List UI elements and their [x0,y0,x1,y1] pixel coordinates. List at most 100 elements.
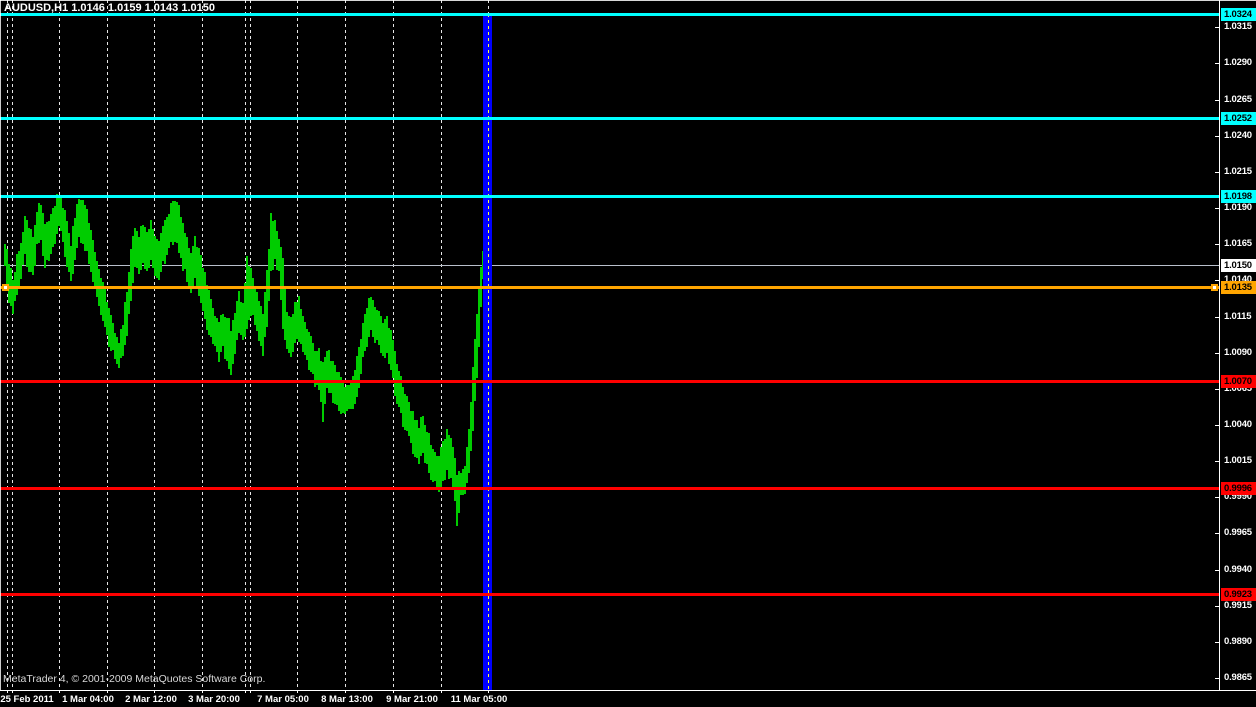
ohlc-bar [76,203,78,248]
ohlc-bar [384,318,386,358]
ohlc-bar [24,216,26,254]
ohlc-bar [130,249,132,301]
ohlc-bar [164,219,166,264]
ohlc-bar [280,246,282,300]
price-tick [1215,280,1219,281]
ohlc-bar [318,348,320,390]
price-line-label: 1.0324 [1221,7,1256,21]
vertical-gridline [12,0,13,690]
ohlc-bar [204,272,206,319]
ohlc-bar [206,285,208,330]
horizontal-level-line[interactable] [0,286,1219,289]
price-tick [1215,533,1219,534]
price-tick-label: 0.9990 [1224,491,1252,502]
ohlc-bar [88,222,90,264]
ohlc-bar [214,316,216,346]
horizontal-level-line[interactable] [0,487,1219,490]
ohlc-bar [456,475,458,526]
ohlc-bar [92,240,94,282]
ohlc-bar [380,315,382,353]
chart-area[interactable]: AUDUSD,H1 1.0146 1.0159 1.0143 1.0150 Me… [0,0,1220,690]
price-tick [1215,425,1219,426]
horizontal-level-line[interactable] [0,12,1219,16]
ohlc-bar [4,244,6,266]
ohlc-bar [376,310,378,340]
ohlc-bar [122,325,124,356]
ohlc-bar [248,265,250,320]
chart-title: AUDUSD,H1 1.0146 1.0159 1.0143 1.0150 [4,2,215,14]
ohlc-bar [446,429,448,470]
ohlc-bar [468,429,470,473]
ohlc-bar [436,456,438,487]
ohlc-bar [282,258,284,329]
time-tick [202,691,203,693]
price-tick [1215,208,1219,209]
ohlc-bar [348,385,350,409]
ohlc-bar [440,447,442,487]
ohlc-bar [66,220,68,267]
price-tick [1215,135,1219,137]
ohlc-bar [48,220,50,261]
ohlc-bar [162,225,164,261]
ohlc-bar [428,432,430,473]
ohlc-bar [326,350,328,388]
price-tick [1215,497,1219,498]
ohlc-bar [46,222,48,260]
ohlc-bar [450,437,452,478]
ohlc-bar [236,300,238,340]
ohlc-bar [394,350,396,396]
time-tick [488,691,489,693]
time-tick [154,691,155,693]
ohlc-bar [460,473,462,495]
line-selection-marker[interactable] [1211,284,1218,291]
ohlc-bar [424,425,426,463]
ohlc-bar [272,221,274,270]
vertical-gridline [441,0,442,690]
ohlc-bar [378,311,380,345]
ohlc-bar [304,321,306,355]
ohlc-bar [432,449,434,482]
ohlc-bar [422,415,424,453]
horizontal-level-line[interactable] [0,592,1219,596]
ohlc-bar [136,231,138,268]
ohlc-bar [438,455,440,492]
ohlc-bar [168,213,170,248]
ohlc-bar [62,207,64,242]
horizontal-level-line[interactable] [0,116,1219,120]
time-axis-label: 9 Mar 21:00 [386,694,438,705]
horizontal-level-line[interactable] [0,194,1219,198]
ohlc-bar [34,224,36,266]
ohlc-bar [74,217,76,260]
price-tick [1215,569,1219,571]
vertical-time-line[interactable] [483,14,492,690]
chart-left-border [0,0,1,690]
ohlc-bar [274,219,276,259]
price-axis[interactable]: 1.0315 1.0290 1.0265 1.0240 1.0215 1.0190 1.01… [1221,0,1256,690]
ohlc-bar [208,289,210,335]
ohlc-bar [368,297,370,337]
horizontal-level-line[interactable] [0,380,1219,383]
ohlc-bar [256,292,258,331]
price-axis-border [1219,0,1220,690]
ohlc-bar [470,401,472,451]
ohlc-bar [416,419,418,458]
time-tick [393,691,394,693]
ohlc-bar [32,237,34,275]
price-tick [1215,678,1219,679]
ohlc-bar [452,447,454,488]
ohlc-bar [314,351,316,387]
vertical-gridline [345,0,346,690]
time-axis-label: 1 Mar 04:00 [62,694,114,705]
ohlc-bar [86,209,88,251]
ohlc-bar [472,366,474,431]
price-tick [1215,388,1219,390]
current-price-line[interactable] [0,265,1219,266]
time-axis[interactable]: 25 Feb 2011 1 Mar 04:00 2 Mar 12:00 3 Mar 2… [0,690,1256,707]
time-axis-label: 11 Mar 05:00 [450,694,508,705]
ohlc-bar [50,213,52,254]
ohlc-bar [102,282,104,321]
ohlc-bar [174,200,176,242]
ohlc-bar [262,314,264,356]
line-selection-marker[interactable] [2,284,9,291]
price-tick [1215,63,1219,64]
